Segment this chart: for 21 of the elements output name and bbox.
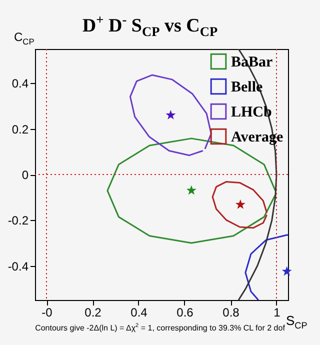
point xyxy=(166,110,176,120)
y-tick-label: 0.2 xyxy=(12,122,29,136)
point xyxy=(186,185,196,195)
x-tick-label: 1 xyxy=(274,306,281,320)
y-tick-label: 0 xyxy=(22,168,29,182)
y-tick-label: -0.4 xyxy=(8,259,29,274)
x-tick-label: 0.2 xyxy=(84,306,102,320)
x-tick-label: -0 xyxy=(42,306,53,320)
y-axis-title: C$_{CP}$ xyxy=(14,30,34,46)
line-series xyxy=(212,181,268,229)
x-axis-title: S$_{CP}$ xyxy=(286,313,308,331)
x-tick-label: 0.8 xyxy=(222,306,240,320)
y-tick-label: 0.4 xyxy=(12,76,29,91)
x-tick-label: 0.6 xyxy=(176,306,194,320)
point xyxy=(282,266,292,276)
point xyxy=(235,199,246,209)
x-tick-label: 0.4 xyxy=(130,306,148,320)
line-series xyxy=(244,234,288,300)
text: Contours give -2Δ(ln L) = Δχ$^{2}$ = 1, corresponding to 39.3% CL for 2 dof xyxy=(35,323,285,333)
y-tick-label: -0.2 xyxy=(8,214,29,228)
chart-title: D$^{+}$ D$^{-}$ S$_{CP}$ vs C$_{CP}$ xyxy=(82,12,218,40)
